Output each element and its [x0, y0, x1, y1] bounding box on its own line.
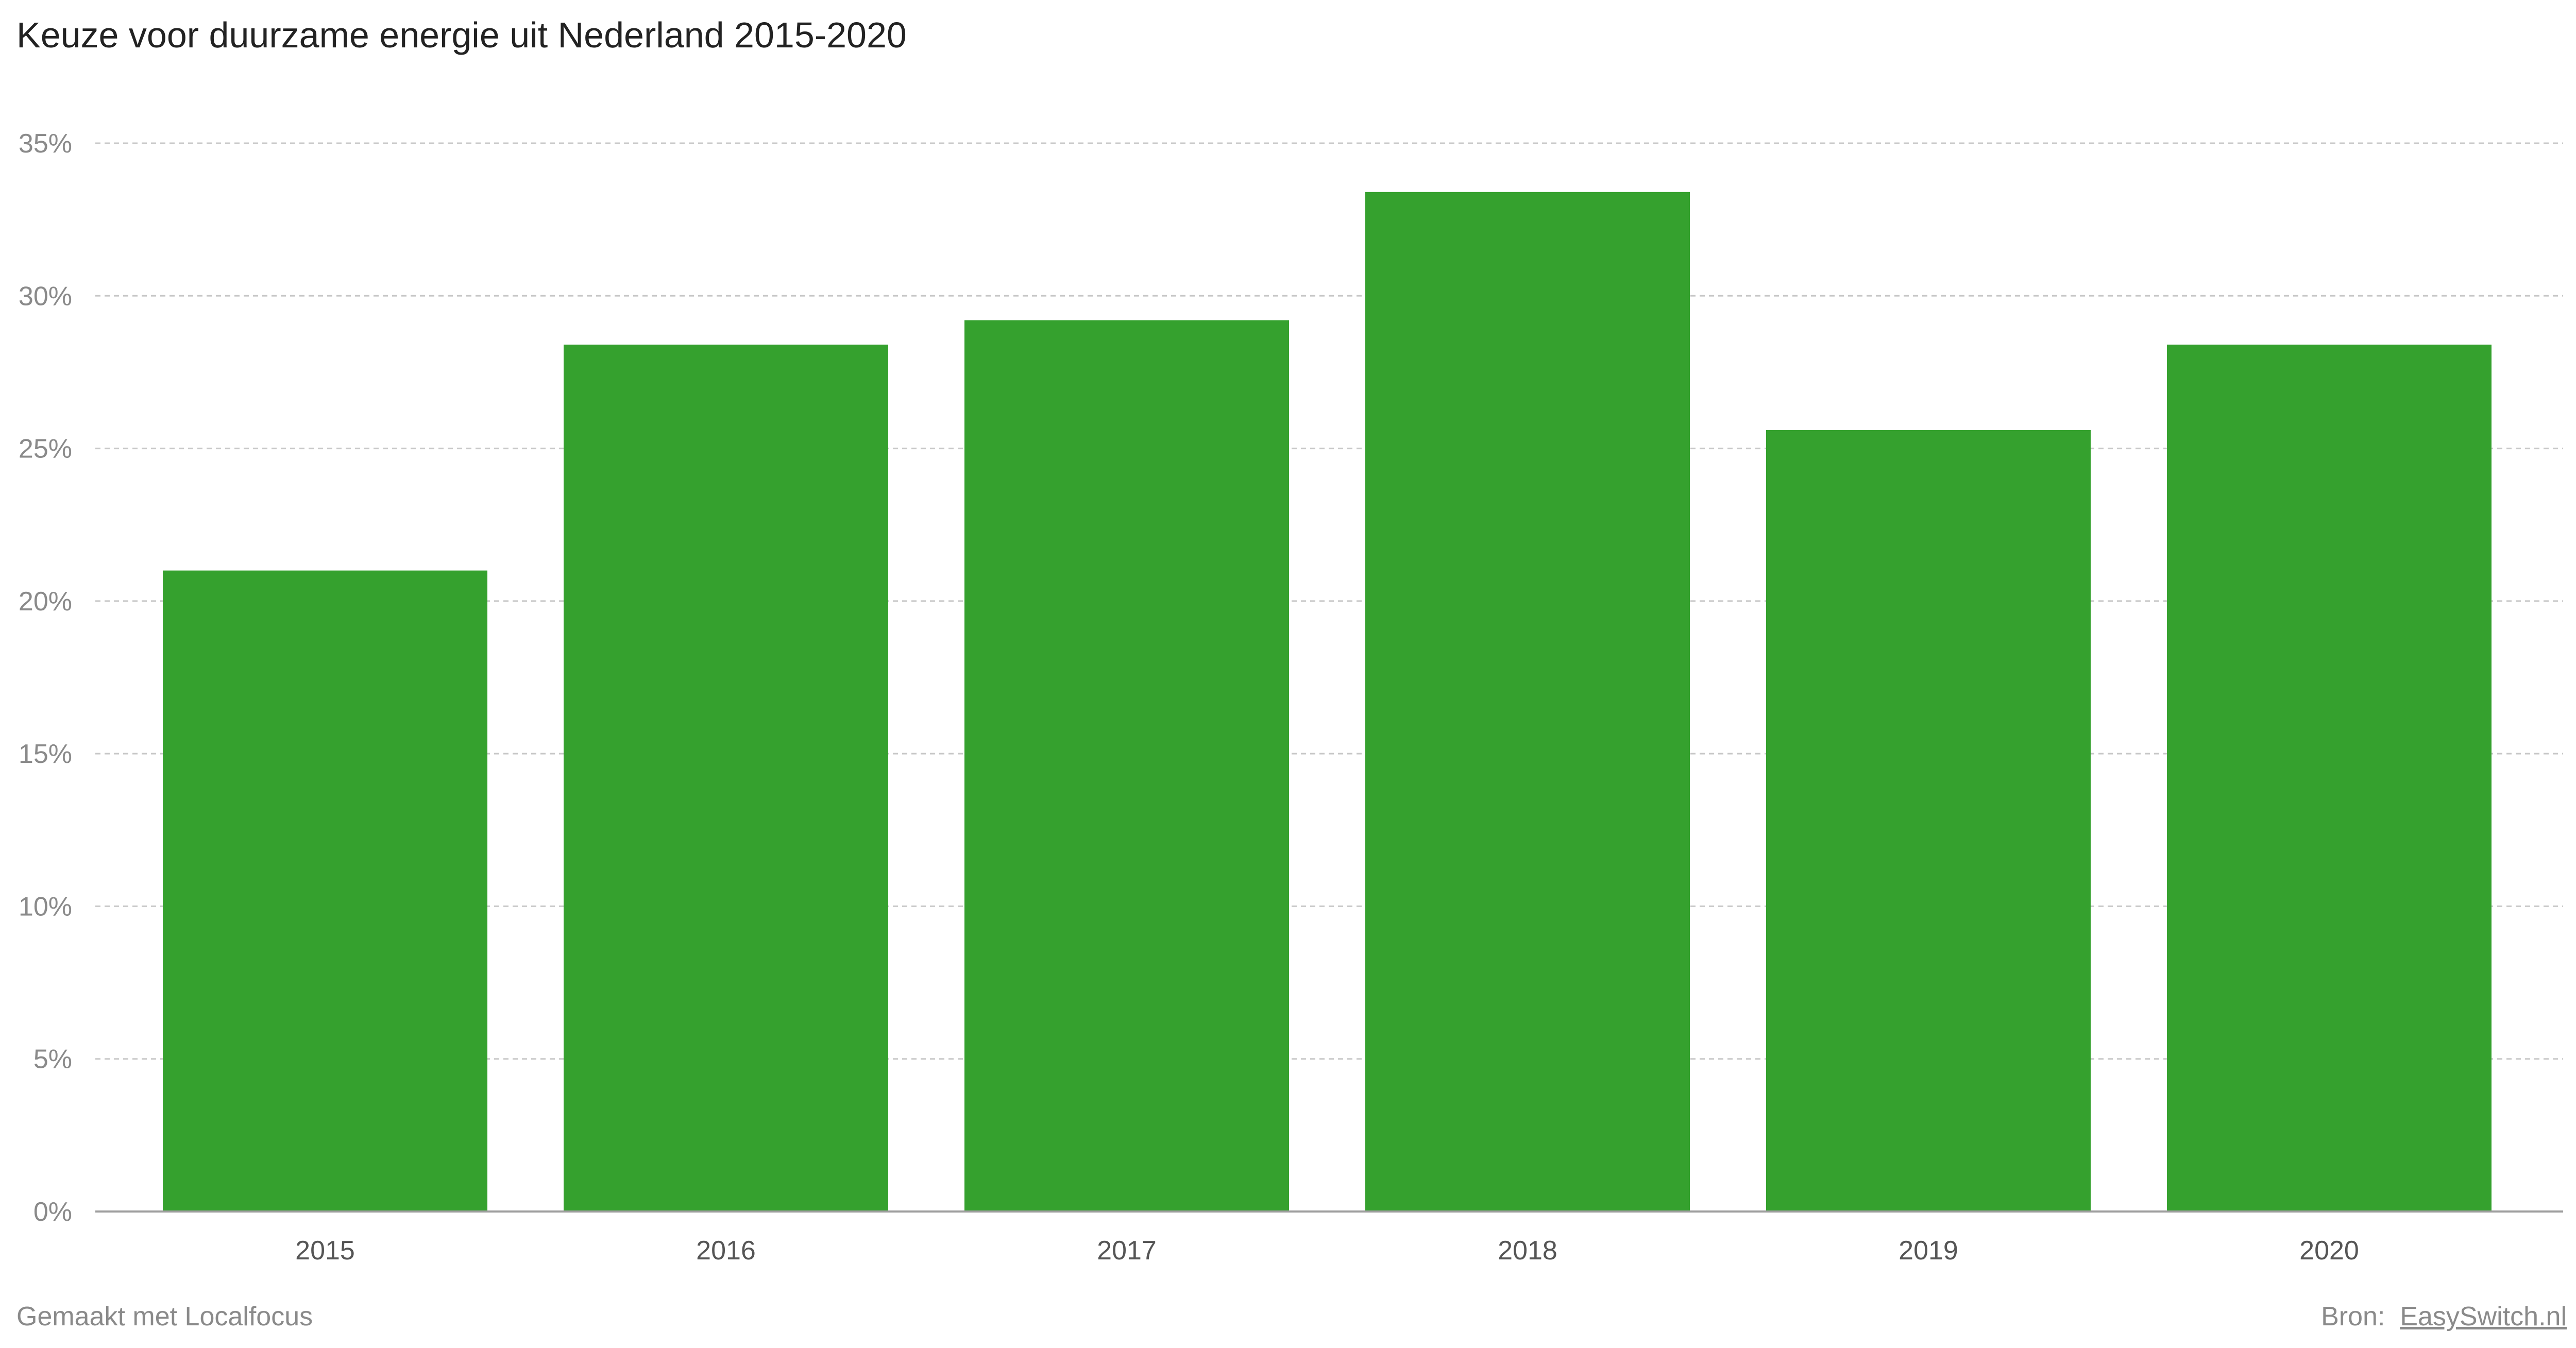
y-axis-ticks: 0% 5% 10% 15% 20% 25% 30% 35% — [19, 129, 72, 1227]
bar-2015[interactable] — [163, 570, 487, 1212]
gridlines — [95, 142, 2563, 1060]
y-tick-label: 35% — [19, 129, 72, 159]
bars — [163, 192, 2492, 1212]
bar-2018[interactable] — [1365, 192, 1690, 1212]
y-tick-label: 0% — [33, 1197, 72, 1227]
y-tick-label: 25% — [19, 434, 72, 464]
y-tick-label: 30% — [19, 281, 72, 311]
x-axis-labels: 2015 2016 2017 2018 2019 2020 — [295, 1236, 2359, 1266]
x-tick-label: 2019 — [1899, 1236, 1958, 1266]
y-tick-label: 5% — [33, 1045, 72, 1074]
source-prefix: Bron: — [2321, 1302, 2385, 1332]
y-tick-label: 20% — [19, 587, 72, 617]
x-tick-label: 2017 — [1097, 1236, 1157, 1266]
bar-2020[interactable] — [2167, 345, 2492, 1212]
y-tick-label: 10% — [19, 892, 72, 922]
x-tick-label: 2020 — [2299, 1236, 2359, 1266]
y-tick-label: 15% — [19, 739, 72, 769]
x-tick-label: 2015 — [295, 1236, 355, 1266]
x-tick-label: 2018 — [1498, 1236, 1557, 1266]
x-tick-label: 2016 — [696, 1236, 756, 1266]
source-link[interactable]: EasySwitch.nl — [2400, 1302, 2567, 1332]
chart-title: Keuze voor duurzame energie uit Nederlan… — [16, 15, 907, 55]
bar-2016[interactable] — [564, 345, 888, 1212]
bar-2019[interactable] — [1766, 430, 2091, 1212]
source-text: Bron: EasySwitch.nl — [2321, 1301, 2567, 1332]
bar-2017[interactable] — [964, 320, 1289, 1212]
credit-text: Gemaakt met Localfocus — [16, 1302, 313, 1332]
